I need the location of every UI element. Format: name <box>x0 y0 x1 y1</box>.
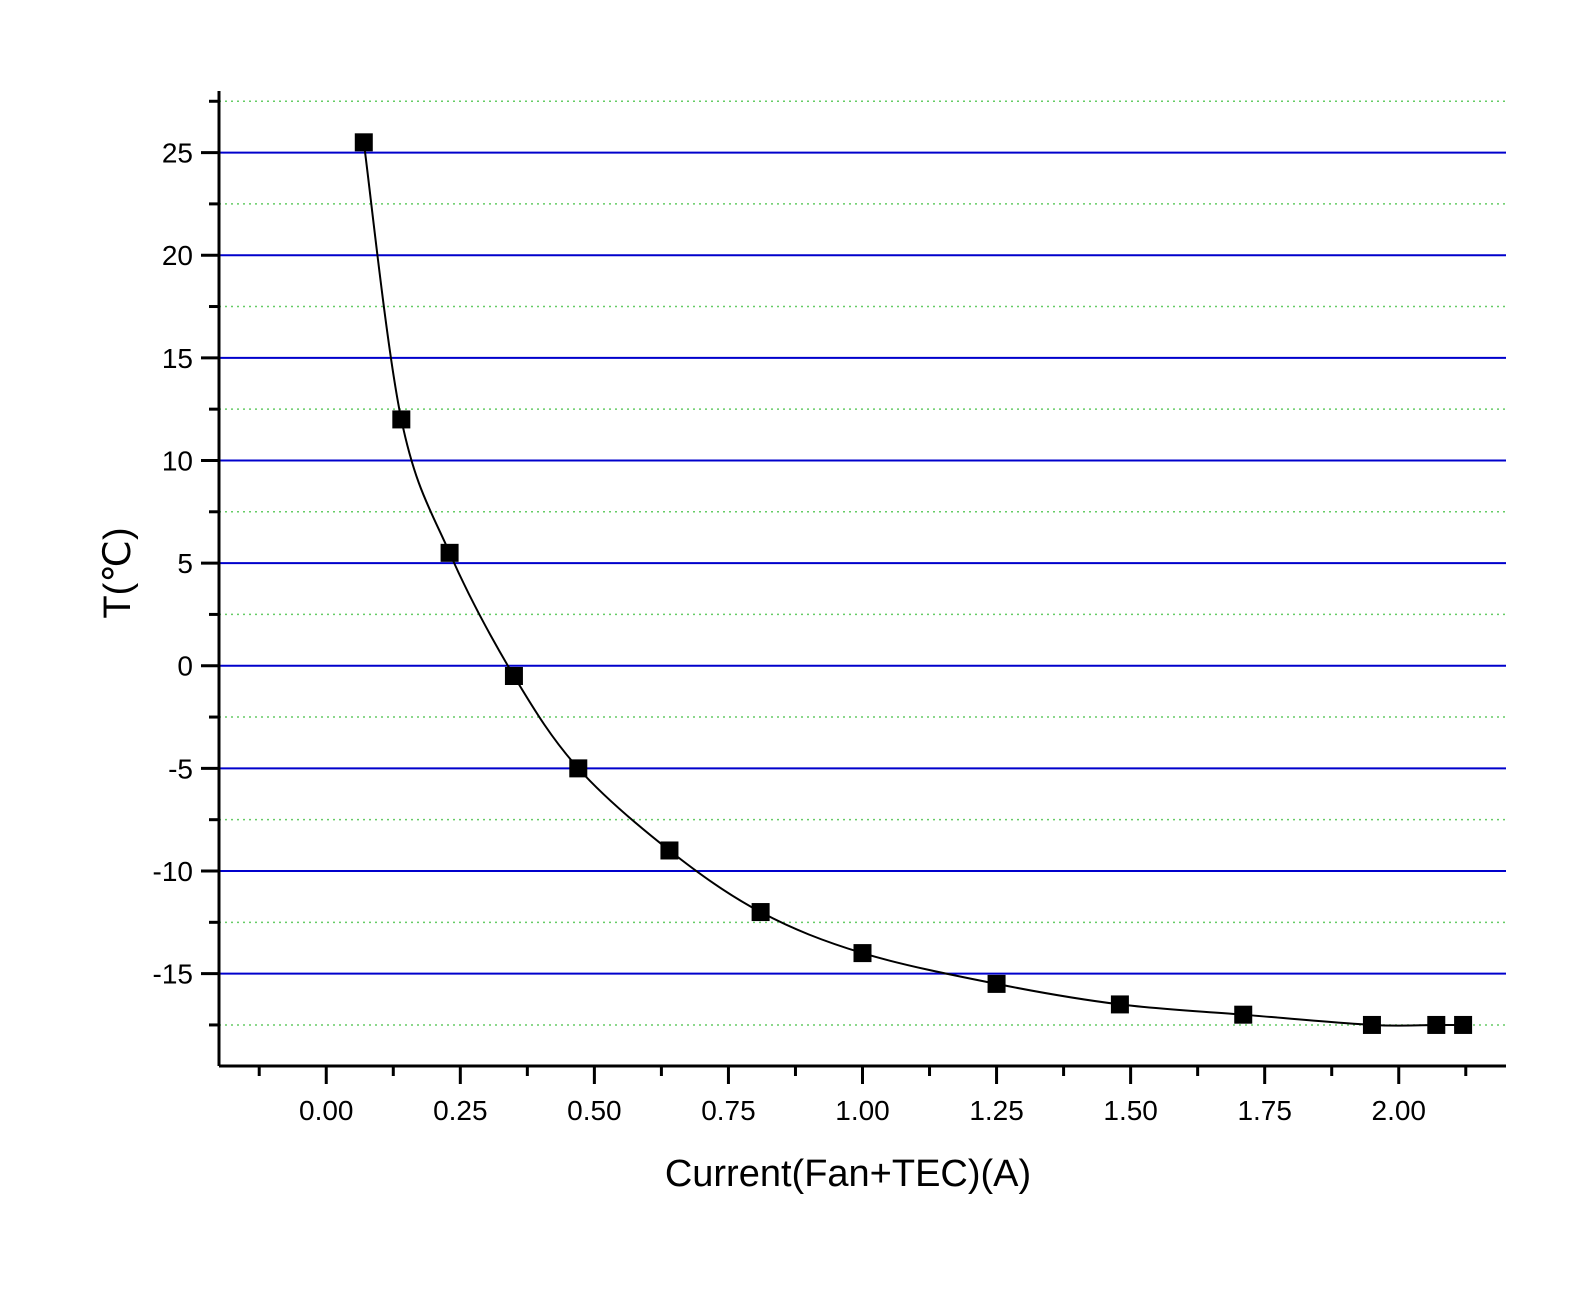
x-tick-label: 1.00 <box>835 1095 890 1126</box>
y-tick-label: 0 <box>177 651 193 682</box>
data-point <box>1427 1015 1446 1034</box>
data-point <box>504 667 523 685</box>
x-tick-label: 0.75 <box>701 1095 756 1126</box>
x-tick-label: 0.00 <box>299 1095 354 1126</box>
y-tick-label: 20 <box>162 240 193 271</box>
x-tick-label: 0.25 <box>433 1095 488 1126</box>
x-tick-label: 1.25 <box>969 1095 1024 1126</box>
data-point <box>853 944 872 963</box>
x-axis-title: Current(Fan+TEC)(A) <box>665 1153 1031 1195</box>
data-point <box>569 759 588 778</box>
y-tick-label: 10 <box>162 445 193 476</box>
axes <box>201 91 1506 1084</box>
data-point <box>1110 995 1129 1014</box>
data-point <box>660 841 679 860</box>
data-point <box>1362 1015 1381 1034</box>
grid <box>219 100 1506 1026</box>
data-point <box>354 133 373 152</box>
x-tick-label: 2.00 <box>1372 1095 1427 1126</box>
data-series <box>354 133 1473 1034</box>
data-point <box>1454 1015 1473 1034</box>
x-tick-label: 1.50 <box>1103 1095 1158 1126</box>
data-point <box>751 903 770 922</box>
y-tick-label: -15 <box>153 959 193 990</box>
y-tick-label: -10 <box>153 856 193 887</box>
x-tick-label: 1.75 <box>1237 1095 1292 1126</box>
y-axis-title: T(℃) <box>97 527 139 618</box>
y-tick-label: -5 <box>168 753 193 784</box>
x-tick-label: 0.50 <box>567 1095 622 1126</box>
data-point <box>440 543 459 562</box>
tick-labels: -15 -10 -5 0 5 10 15 20 25 0.00 0.25 0.50 0.75 1.00 1.… <box>153 138 1426 1126</box>
y-tick-label: 15 <box>162 343 193 374</box>
series-line <box>362 142 1464 1027</box>
data-point <box>987 974 1006 993</box>
y-tick-label: 25 <box>162 138 193 169</box>
data-point <box>392 410 411 429</box>
data-point <box>1234 1005 1253 1024</box>
y-tick-label: 5 <box>177 548 193 579</box>
